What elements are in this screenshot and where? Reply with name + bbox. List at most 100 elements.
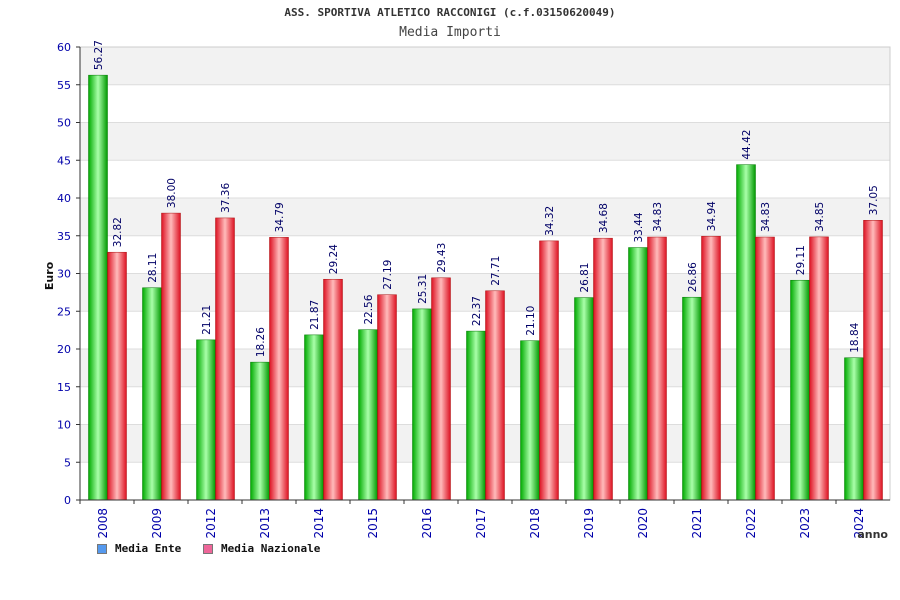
- bar-nazionale: [431, 277, 451, 501]
- y-tick-label: 20: [57, 343, 71, 356]
- chart-subtitle: Media Importi: [399, 25, 501, 40]
- data-label: 28.11: [147, 253, 159, 283]
- legend-item-nazionale: Media Nazionale: [203, 542, 320, 555]
- x-tick-label: 2017: [474, 508, 488, 539]
- bar-nazionale: [539, 240, 559, 501]
- x-tick-label: 2019: [582, 508, 596, 539]
- data-label: 22.56: [363, 294, 375, 324]
- bar-ente: [142, 287, 162, 501]
- bar-nazionale: [593, 237, 613, 501]
- data-label: 18.84: [849, 322, 861, 352]
- grid-band: [80, 47, 890, 85]
- x-tick-label: 2020: [636, 508, 650, 539]
- data-label: 26.86: [687, 262, 699, 292]
- x-tick-label: 2009: [150, 508, 164, 539]
- data-label: 21.10: [525, 306, 537, 336]
- x-tick-label: 2012: [204, 508, 218, 539]
- bar-ente: [304, 334, 324, 501]
- data-label: 38.00: [166, 178, 178, 208]
- bar-nazionale: [161, 212, 181, 501]
- data-label: 27.71: [490, 256, 502, 286]
- data-label: 21.21: [201, 305, 213, 335]
- bar-ente: [628, 247, 648, 501]
- data-label: 56.27: [93, 40, 105, 70]
- data-label: 34.94: [706, 201, 718, 231]
- x-tick-label: 2013: [258, 508, 272, 539]
- x-tick-label: 2018: [528, 508, 542, 539]
- bar-ente: [574, 297, 594, 501]
- grid-band: [80, 84, 890, 123]
- y-tick-label: 10: [57, 419, 71, 432]
- bar-ente: [790, 279, 810, 501]
- bar-nazionale: [755, 236, 775, 501]
- x-tick-label: 2014: [312, 508, 326, 539]
- bar-ente: [412, 308, 432, 501]
- data-label: 34.32: [544, 206, 556, 236]
- data-label: 27.19: [382, 260, 394, 290]
- x-tick-label: 2021: [690, 508, 704, 539]
- y-tick-label: 45: [57, 154, 71, 167]
- data-label: 32.82: [112, 217, 124, 247]
- y-tick-label: 50: [57, 117, 71, 130]
- data-label: 37.05: [868, 185, 880, 215]
- data-label: 25.31: [417, 274, 429, 304]
- chart-title: ASS. SPORTIVA ATLETICO RACCONIGI (c.f.03…: [284, 6, 616, 19]
- data-label: 18.26: [255, 327, 267, 357]
- bar-ente: [736, 164, 756, 501]
- bar-ente: [466, 330, 486, 501]
- data-label: 37.36: [220, 183, 232, 213]
- legend-swatch-nazionale: [203, 543, 213, 554]
- data-label: 34.83: [760, 202, 772, 232]
- y-tick-label: 15: [57, 381, 71, 394]
- data-label: 34.85: [814, 202, 826, 232]
- bar-ente: [844, 357, 864, 501]
- data-label: 21.87: [309, 300, 321, 330]
- bar-nazionale: [485, 290, 505, 501]
- y-tick-label: 55: [57, 79, 71, 92]
- x-tick-label: 2008: [96, 508, 110, 539]
- data-label: 34.83: [652, 202, 664, 232]
- bar-nazionale: [647, 236, 667, 501]
- y-axis-label: Euro: [43, 261, 56, 290]
- x-tick-label: 2024: [852, 508, 866, 539]
- grid-band: [80, 160, 890, 198]
- grid-band: [80, 122, 890, 161]
- y-tick-label: 25: [57, 305, 71, 318]
- data-label: 44.42: [741, 130, 753, 160]
- x-tick-label: 2023: [798, 508, 812, 539]
- y-tick-label: 60: [57, 41, 71, 54]
- bar-nazionale: [863, 220, 883, 501]
- bar-nazionale: [215, 217, 235, 501]
- data-label: 29.24: [328, 244, 340, 274]
- y-tick-label: 40: [57, 192, 71, 205]
- data-label: 34.79: [274, 202, 286, 232]
- data-label: 33.44: [633, 212, 645, 242]
- y-tick-label: 30: [57, 268, 71, 281]
- y-tick-label: 5: [64, 456, 71, 469]
- bar-ente: [196, 339, 216, 501]
- x-axis-label: anno: [857, 528, 888, 541]
- x-tick-label: 2016: [420, 508, 434, 539]
- data-label: 22.37: [471, 296, 483, 326]
- bar-ente: [250, 361, 270, 501]
- bar-nazionale: [269, 237, 289, 501]
- data-label: 29.11: [795, 245, 807, 275]
- bar-nazionale: [701, 235, 721, 501]
- legend-swatch-ente: [97, 543, 107, 554]
- x-tick-label: 2022: [744, 508, 758, 539]
- data-label: 29.43: [436, 243, 448, 273]
- bar-ente: [682, 296, 702, 501]
- data-label: 26.81: [579, 263, 591, 293]
- data-label: 34.68: [598, 203, 610, 233]
- y-tick-label: 35: [57, 230, 71, 243]
- x-tick-label: 2015: [366, 508, 380, 539]
- bar-ente: [358, 329, 378, 501]
- legend-label-ente: Media Ente: [115, 542, 182, 555]
- bar-ente: [88, 74, 108, 501]
- bar-nazionale: [107, 251, 127, 501]
- legend-item-ente: Media Ente: [97, 542, 181, 555]
- bar-nazionale: [377, 294, 397, 501]
- bar-ente: [520, 340, 540, 501]
- bar-nazionale: [809, 236, 829, 501]
